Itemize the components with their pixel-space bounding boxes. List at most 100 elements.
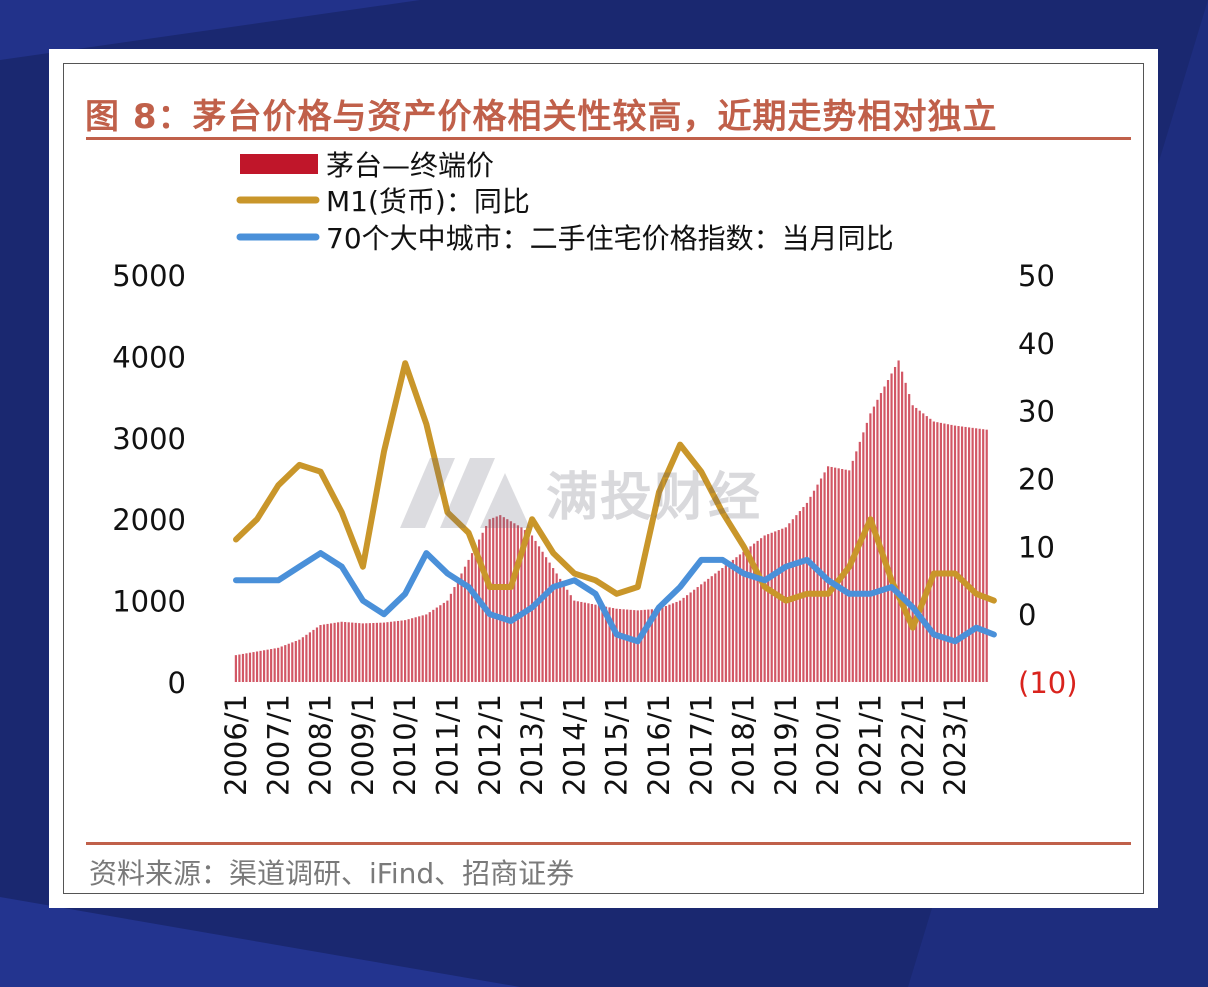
price-bar (819, 478, 823, 682)
price-bar (301, 637, 304, 682)
price-bar (703, 581, 706, 682)
price-bar (386, 622, 389, 682)
price-bar (319, 625, 322, 682)
x-axis-tick-label: 2012/1 (473, 694, 507, 796)
x-axis-tick-label: 2014/1 (557, 694, 591, 796)
price-bar (869, 413, 872, 682)
price-bar (668, 604, 671, 682)
left-axis-tick-label: 0 (168, 666, 186, 700)
price-bar (661, 607, 664, 682)
price-bar (273, 648, 276, 682)
price-bar (816, 484, 819, 682)
x-axis-tick-label: 2013/1 (515, 694, 549, 796)
price-bar (545, 557, 548, 682)
price-bar (312, 629, 315, 682)
price-bar (439, 605, 442, 682)
price-bar (590, 603, 594, 682)
price-bar (270, 649, 273, 682)
price-bar (908, 394, 911, 682)
price-bar (499, 515, 502, 682)
price-bar (234, 655, 237, 682)
price-bar (830, 466, 833, 682)
background-shape (0, 897, 520, 987)
right-axis-tick-label: 0 (1018, 598, 1036, 632)
price-bar (509, 521, 512, 682)
price-bar (693, 589, 696, 682)
price-bar (827, 466, 830, 682)
price-bar (777, 530, 780, 682)
price-bar (559, 578, 562, 682)
left-axis-tick-label: 5000 (112, 259, 186, 293)
x-axis-tick-label: 2007/1 (261, 694, 295, 796)
price-bar (541, 551, 544, 682)
price-bar (700, 584, 703, 682)
price-bar (650, 609, 653, 682)
price-bar (636, 610, 639, 682)
price-bar (883, 386, 886, 682)
price-bar (724, 565, 727, 682)
price-bar (932, 421, 935, 682)
price-bar (943, 423, 946, 682)
price-bar (893, 366, 897, 682)
price-bar (696, 587, 699, 682)
price-bar (502, 517, 505, 682)
x-axis-tick-label: 2016/1 (642, 694, 676, 796)
price-bar (738, 554, 742, 682)
source-rule (86, 842, 1131, 845)
price-bar (865, 422, 868, 682)
price-bar (534, 540, 537, 682)
price-bar (305, 634, 308, 682)
price-bar (647, 609, 650, 682)
legend-label: 70个大中城市：二手住宅价格指数：当月同比 (326, 222, 894, 255)
price-bar (897, 360, 900, 682)
price-bar (728, 562, 731, 682)
price-bar (453, 587, 456, 682)
price-bar (597, 605, 601, 682)
price-bar (425, 614, 428, 682)
x-axis-tick-label: 2011/1 (431, 694, 465, 796)
price-bar (333, 622, 336, 682)
price-bar (400, 620, 403, 682)
price-bar (957, 426, 960, 682)
price-bar (263, 650, 266, 682)
price-bar (664, 606, 668, 682)
price-bar (428, 612, 431, 682)
price-bar (946, 424, 950, 682)
price-bar (344, 622, 347, 682)
price-bar (594, 604, 597, 682)
price-bar (326, 623, 329, 682)
right-axis-tick-label: (10) (1018, 666, 1078, 700)
price-bar (978, 428, 981, 682)
price-bar (968, 427, 971, 682)
price-bar (671, 603, 675, 682)
price-bar (329, 623, 333, 682)
price-bar (404, 620, 407, 682)
price-bar (862, 432, 865, 682)
price-bar (767, 534, 770, 682)
price-bar (421, 615, 424, 682)
price-bar (615, 608, 618, 682)
left-axis-tick-label: 2000 (112, 503, 186, 537)
x-axis-tick-label: 2017/1 (684, 694, 718, 796)
left-axis-tick-label: 3000 (112, 422, 186, 456)
price-bar (315, 627, 319, 682)
right-axis-tick-label: 10 (1018, 530, 1055, 564)
price-bar (379, 622, 382, 682)
price-bar (848, 470, 851, 682)
left-axis-tick-label: 1000 (112, 585, 186, 619)
price-bar (337, 622, 340, 682)
price-bar (886, 380, 890, 682)
price-bar (407, 619, 410, 682)
price-bar (611, 608, 615, 682)
price-bar (781, 528, 784, 682)
price-bar (245, 653, 248, 682)
price-bar (855, 451, 858, 682)
price-bar (601, 606, 604, 682)
price-bar (340, 621, 343, 682)
price-bar (964, 426, 967, 682)
source-note: 资料来源：渠道调研、iFind、招商证券 (89, 857, 575, 890)
x-axis-tick-label: 2018/1 (727, 694, 761, 796)
figure-frame (63, 63, 1144, 894)
price-bar (975, 428, 978, 682)
